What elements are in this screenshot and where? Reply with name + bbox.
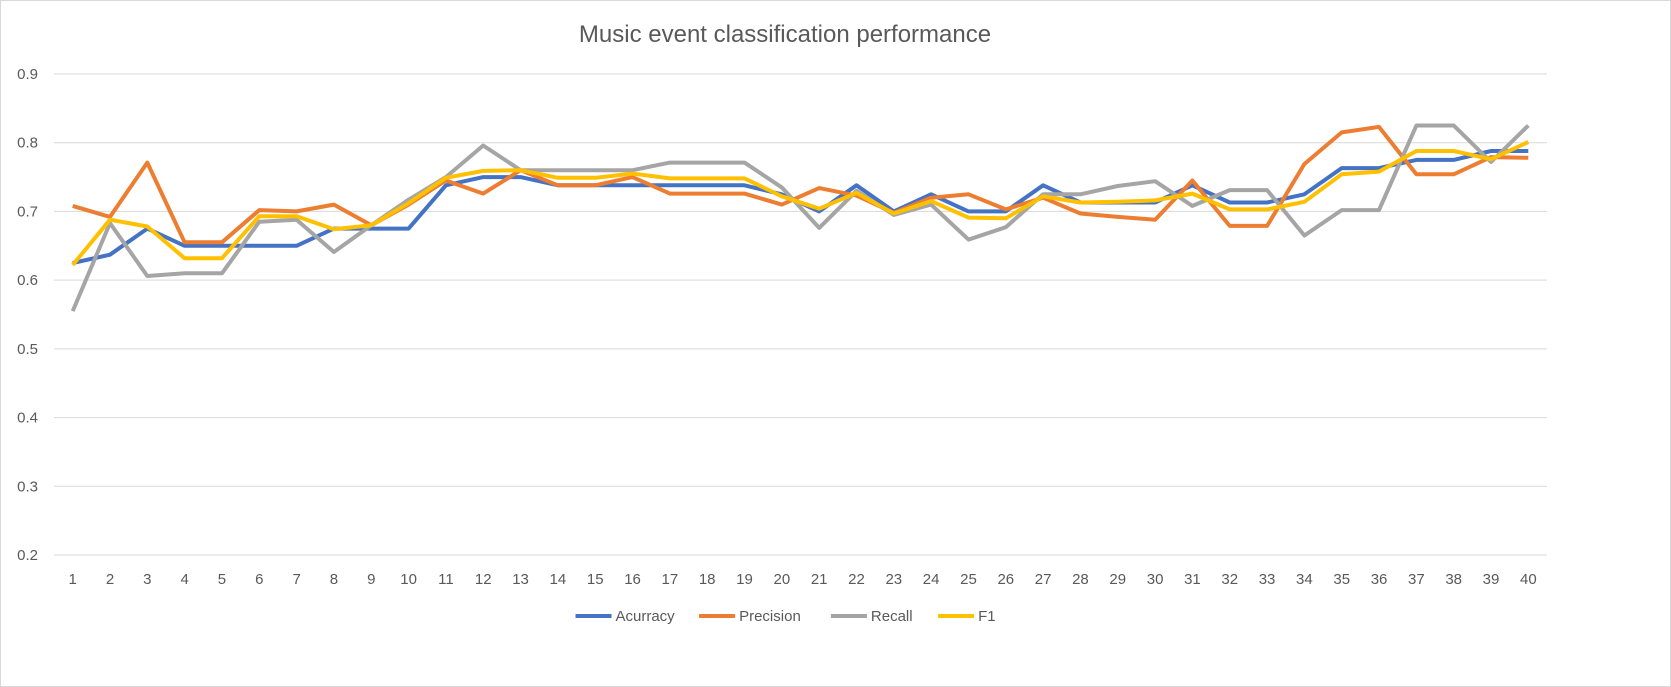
x-tick-label: 12 [475, 571, 492, 588]
y-tick-label: 0.7 [17, 203, 38, 220]
series-lines [70, 123, 1530, 312]
x-tick-label: 11 [438, 571, 454, 588]
x-tick-label: 37 [1408, 571, 1425, 588]
x-tick-label: 3 [143, 571, 151, 588]
x-tick-label: 25 [960, 571, 977, 588]
y-tick-label: 0.9 [17, 66, 38, 83]
x-tick-label: 13 [512, 571, 529, 588]
x-tick-label: 26 [997, 571, 1014, 588]
legend-label: Acurracy [616, 608, 676, 625]
x-tick-label: 21 [811, 571, 828, 588]
y-tick-label: 0.6 [17, 272, 38, 289]
x-tick-label: 29 [1109, 571, 1126, 588]
x-tick-label: 6 [255, 571, 263, 588]
series-line-precision [72, 124, 1529, 245]
x-tick-label: 10 [400, 571, 417, 588]
series-line-f1 [71, 140, 1530, 267]
x-tick-label: 4 [180, 571, 188, 588]
x-tick-label: 1 [68, 571, 76, 588]
x-tick-label: 35 [1333, 571, 1350, 588]
x-tick-label: 17 [662, 571, 679, 588]
y-tick-label: 0.5 [17, 341, 38, 358]
x-tick-label: 28 [1072, 571, 1089, 588]
x-tick-label: 14 [550, 571, 567, 588]
chart-title: Music event classification performance [579, 21, 991, 48]
x-tick-label: 30 [1147, 571, 1164, 588]
x-tick-label: 34 [1296, 571, 1313, 588]
x-tick-label: 39 [1483, 571, 1500, 588]
x-tick-label: 27 [1035, 571, 1052, 588]
x-tick-label: 5 [218, 571, 226, 588]
x-tick-label: 24 [923, 571, 940, 588]
x-tick-label: 31 [1184, 571, 1201, 588]
x-tick-label: 33 [1259, 571, 1276, 588]
legend-label: F1 [978, 608, 996, 625]
x-tick-label: 19 [736, 571, 753, 588]
legend-label: Recall [871, 608, 913, 625]
y-axis-ticks: 0.2 0.3 0.4 0.5 0.6 0.7 0.8 0.9 [17, 66, 38, 564]
x-tick-label: 16 [624, 571, 641, 588]
series-line-recall [70, 123, 1530, 312]
x-tick-label: 22 [848, 571, 865, 588]
x-tick-label: 40 [1520, 571, 1537, 588]
x-axis-ticks: 1 2 3 4 5 6 7 8 9 10 11 12 13 14 15 16 17 18 19 20 21 22 23 24 2… [68, 571, 1536, 588]
x-tick-label: 38 [1445, 571, 1462, 588]
legend: Acurracy Precision Recall F1 [575, 608, 996, 625]
x-tick-label: 20 [773, 571, 790, 588]
x-tick-label: 32 [1221, 571, 1238, 588]
y-tick-label: 0.8 [17, 135, 38, 152]
x-tick-label: 15 [587, 571, 604, 588]
x-tick-label: 7 [292, 571, 300, 588]
x-tick-label: 9 [367, 571, 375, 588]
y-tick-label: 0.3 [17, 478, 38, 495]
legend-label: Precision [739, 608, 801, 625]
x-tick-label: 8 [330, 571, 338, 588]
y-tick-label: 0.4 [17, 410, 38, 427]
x-tick-label: 2 [106, 571, 114, 588]
x-tick-label: 36 [1371, 571, 1388, 588]
y-tick-label: 0.2 [17, 547, 38, 564]
x-tick-label: 23 [885, 571, 902, 588]
x-tick-label: 18 [699, 571, 716, 588]
